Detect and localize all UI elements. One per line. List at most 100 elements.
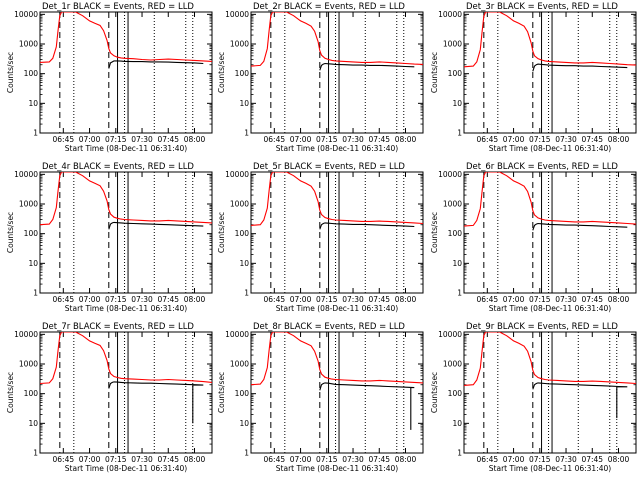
x-tick-label: 07:00 [79,295,101,304]
lld-series-line [464,332,636,386]
x-tick-label: 06:45 [264,295,286,304]
y-tick-label: 10 [28,99,38,108]
x-tick-label: 07:30 [342,295,364,304]
y-axis-label: Counts/sec [6,52,15,93]
y-axis-label: Counts/sec [430,212,439,253]
y-tick-label: 10000 [14,10,38,19]
events-series-line [108,221,204,230]
y-tick-label: 1 [457,289,462,298]
panel-det-1r: Det_1r BLACK = Events, RED = LLD 1 10 100 10… [6,2,213,153]
plot-frame [39,171,213,294]
x-tick-label: 08:00 [395,295,417,304]
x-tick-label: 08:00 [395,455,417,464]
x-tick-label: 07:00 [290,135,312,144]
y-tick-label: 10 [452,259,462,268]
y-tick-label: 1 [33,289,38,298]
y-axis-label: Counts/sec [430,52,439,93]
lld-series-line [464,12,636,68]
y-tick-label: 10000 [225,170,249,179]
y-tick-label: 1 [457,129,462,138]
x-tick-label: 07:00 [290,295,312,304]
panel-title: Det_3r BLACK = Events, RED = LLD [466,2,618,12]
x-tick-label: 07:00 [503,295,525,304]
y-tick-label: 1000 [230,200,249,209]
x-axis-label: Start Time (08-Dec-11 06:31:40) [276,304,398,313]
x-tick-label: 07:15 [529,295,551,304]
x-tick-label: 07:15 [105,295,127,304]
x-tick-label: 08:00 [395,135,417,144]
y-tick-label: 10 [452,419,462,428]
y-tick-label: 100 [24,229,39,238]
y-tick-label: 1 [244,129,249,138]
events-series-line [532,63,628,72]
x-axis-label: Start Time (08-Dec-11 06:31:40) [276,464,398,473]
x-tick-label: 07:15 [529,135,551,144]
lld-series-line [464,172,636,227]
x-tick-label: 08:00 [184,455,206,464]
y-tick-label: 100 [235,389,250,398]
x-tick-label: 07:45 [581,295,603,304]
y-tick-label: 1000 [443,360,462,369]
y-tick-label: 100 [235,229,250,238]
x-tick-label: 06:45 [477,135,499,144]
y-tick-label: 1000 [443,200,462,209]
x-tick-label: 07:15 [105,135,127,144]
panel-det-3r: Det_3r BLACK = Events, RED = LLD 1 10 100 10… [430,2,637,153]
x-tick-label: 07:15 [316,455,338,464]
y-tick-label: 1000 [19,40,38,49]
y-tick-label: 1000 [19,360,38,369]
x-tick-label: 07:00 [79,455,101,464]
panel-det-6r: Det_6r BLACK = Events, RED = LLD 1 10 100 10… [430,162,637,313]
panel-title: Det_4r BLACK = Events, RED = LLD [42,162,194,172]
lld-series-line [40,332,212,385]
y-axis-label: Counts/sec [217,212,226,253]
panel-title: Det_8r BLACK = Events, RED = LLD [253,322,405,332]
events-series-line [319,222,415,230]
x-axis-label: Start Time (08-Dec-11 06:31:40) [65,144,187,153]
y-tick-label: 10000 [14,330,38,339]
y-tick-label: 100 [448,229,463,238]
x-tick-label: 08:00 [184,295,206,304]
y-axis-label: Counts/sec [217,52,226,93]
x-tick-label: 07:30 [555,135,577,144]
panel-det-4r: Det_4r BLACK = Events, RED = LLD 1 10 100 10… [6,162,213,313]
plot-frame [39,331,213,454]
x-tick-label: 07:45 [581,455,603,464]
x-tick-label: 06:45 [477,455,499,464]
y-tick-label: 1000 [230,360,249,369]
x-tick-label: 08:00 [608,135,630,144]
x-tick-label: 07:45 [157,295,179,304]
y-tick-label: 100 [24,69,39,78]
y-axis-label: Counts/sec [430,372,439,413]
x-axis-label: Start Time (08-Dec-11 06:31:40) [489,464,611,473]
lld-series-line [251,12,423,67]
x-tick-label: 07:45 [368,295,390,304]
x-axis-label: Start Time (08-Dec-11 06:31:40) [65,464,187,473]
lld-series-line [251,332,423,386]
panel-title: Det_2r BLACK = Events, RED = LLD [253,2,405,12]
events-series-line [108,60,204,69]
y-tick-label: 1 [244,449,249,458]
x-axis-label: Start Time (08-Dec-11 06:31:40) [276,144,398,153]
y-tick-label: 10 [239,419,249,428]
y-tick-label: 10 [452,99,462,108]
y-tick-label: 100 [24,389,39,398]
lld-series-line [40,172,212,226]
x-tick-label: 07:45 [368,135,390,144]
x-tick-label: 07:30 [131,295,153,304]
x-tick-label: 07:45 [581,135,603,144]
y-tick-label: 10000 [14,170,38,179]
y-tick-label: 100 [235,69,250,78]
x-tick-label: 07:45 [368,455,390,464]
plot-frame [250,331,424,454]
y-tick-label: 1000 [230,40,249,49]
x-tick-label: 07:00 [290,455,312,464]
x-tick-label: 06:45 [264,455,286,464]
panel-title: Det_9r BLACK = Events, RED = LLD [466,322,618,332]
plot-frame [463,11,637,134]
plot-frame [39,11,213,134]
lld-series-line [40,12,212,63]
x-tick-label: 07:30 [555,295,577,304]
events-series-line [532,222,628,231]
y-tick-label: 1 [33,129,38,138]
